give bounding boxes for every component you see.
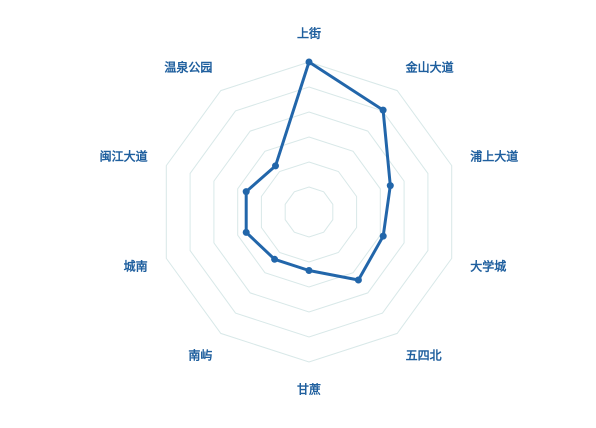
grid-ring-5 [189,86,429,338]
grid-ring-1 [284,186,334,238]
axis-label: 五四北 [406,348,442,363]
grid-ring-4 [213,111,405,313]
data-point-8 [242,188,250,196]
axis-label: 城南 [124,259,148,274]
axis-label: 温泉公园 [164,60,212,75]
radar-grid [165,61,453,363]
axis-label: 金山大道 [405,60,454,75]
data-point-9 [272,162,279,170]
data-point-2 [386,182,394,190]
data-point-1 [379,106,387,114]
data-point-0 [305,58,313,66]
grid-ring-2 [260,161,358,263]
axis-label: 南屿 [188,348,212,363]
data-point-5 [305,267,313,274]
axis-label: 上街 [297,26,321,41]
series-line [244,60,392,282]
axis-label: 甘蔗 [297,382,321,397]
data-point-7 [242,228,250,236]
axis-label: 闽江大道 [100,149,148,164]
data-point-3 [379,232,387,240]
grid-ring-6 [165,61,453,363]
axis-label: 浦上大道 [470,149,518,164]
axis-label: 大学城 [470,259,506,274]
radar-series [242,58,394,284]
grid-ring-3 [237,136,381,288]
data-point-6 [271,255,279,263]
data-point-4 [354,276,362,284]
